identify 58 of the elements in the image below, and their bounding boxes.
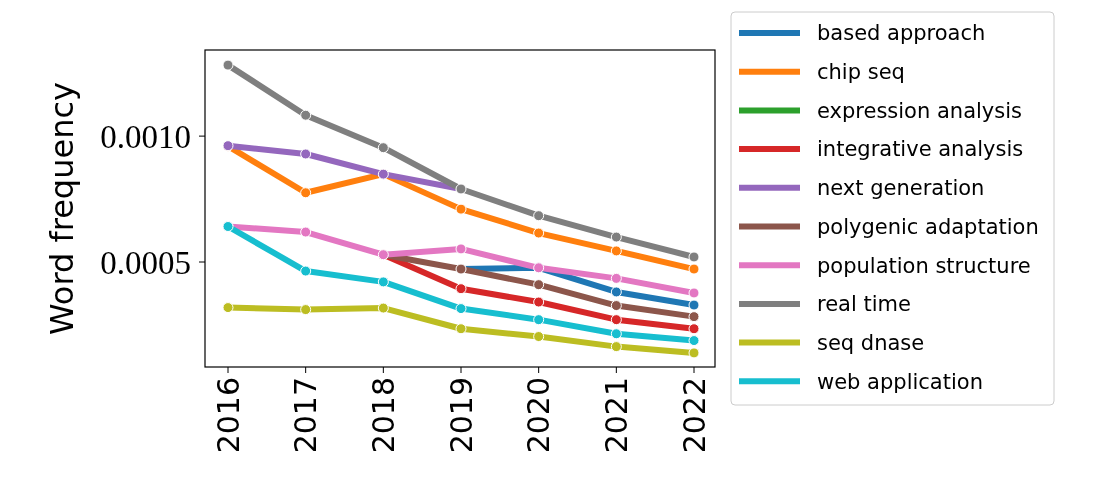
x-tick-label: 2020 (521, 377, 557, 454)
point (610, 341, 622, 353)
point (377, 142, 389, 154)
point (688, 251, 700, 263)
y-tick-label: 0.0005 (100, 244, 191, 281)
point (455, 203, 467, 215)
x-tick-label: 2017 (288, 377, 324, 454)
point (300, 304, 312, 316)
legend-label: next generation (817, 176, 985, 201)
legend-label: expression analysis (817, 98, 1022, 123)
point (610, 328, 622, 340)
y-axis-title: Word frequency (43, 82, 82, 335)
point (222, 302, 234, 314)
point (610, 314, 622, 326)
point (688, 299, 700, 311)
point (222, 59, 234, 71)
point (300, 148, 312, 160)
point (688, 287, 700, 299)
legend-label: polygenic adaptation (817, 214, 1039, 239)
x-tick-label: 2019 (443, 377, 479, 454)
legend-label: web application (817, 369, 983, 394)
point (300, 226, 312, 238)
point (610, 272, 622, 284)
x-tick-label: 2016 (210, 377, 246, 454)
point (610, 286, 622, 298)
point (300, 187, 312, 199)
point (610, 231, 622, 243)
y-tick-label: 0.0010 (100, 118, 191, 155)
point (455, 323, 467, 335)
point (688, 335, 700, 347)
legend-label: population structure (817, 253, 1031, 278)
point (533, 210, 545, 222)
point (455, 283, 467, 295)
point (377, 302, 389, 314)
legend-label: real time (817, 292, 911, 317)
legend-label: based approach (817, 21, 986, 46)
point (300, 265, 312, 277)
point (610, 300, 622, 312)
legend-label: integrative analysis (817, 137, 1024, 162)
point (688, 263, 700, 275)
x-tick-label: 2021 (598, 377, 634, 454)
point (455, 243, 467, 255)
point (377, 276, 389, 288)
x-tick-label: 2022 (676, 377, 712, 454)
point (688, 347, 700, 359)
x-tick-label: 2018 (365, 377, 401, 454)
point (300, 109, 312, 121)
point (533, 314, 545, 326)
point (533, 296, 545, 308)
point (455, 303, 467, 315)
point (533, 227, 545, 239)
legend-label: chip seq (817, 60, 905, 85)
point (688, 311, 700, 323)
point (688, 323, 700, 335)
point (533, 331, 545, 343)
point (533, 279, 545, 291)
point (610, 245, 622, 257)
legend-label: seq dnase (817, 330, 925, 355)
